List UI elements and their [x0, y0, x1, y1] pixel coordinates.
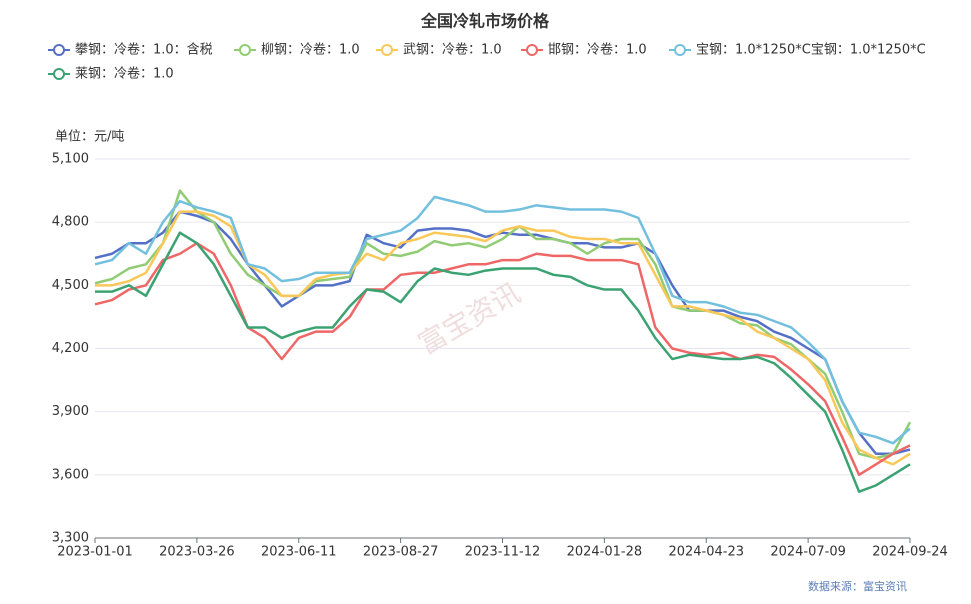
legend-icon [526, 44, 538, 56]
y-tick-label: 3,900 [52, 404, 89, 419]
x-tick-label: 2023-06-11 [261, 545, 337, 560]
y-tick-label: 5,100 [52, 152, 89, 167]
x-tick-label: 2024-04-23 [668, 545, 744, 560]
source: 数据来源：富宝资讯 [808, 579, 907, 593]
chart-title: 全国冷轧市场价格 [420, 12, 550, 31]
y-tick-label: 3,600 [52, 467, 89, 482]
x-tick-label: 2023-08-27 [363, 545, 439, 560]
y-tick-label: 4,200 [52, 341, 89, 356]
y-tick-label: 4,500 [52, 278, 89, 293]
legend-label: 柳钢：冷卷：1.0 [261, 42, 360, 58]
series-line [94, 241, 911, 477]
legend-label: 宝钢：1.0*1250*C宝钢：1.0*1250*C [696, 43, 926, 58]
legend-icon [239, 44, 251, 56]
legend-label: 莱钢：冷卷：1.0 [75, 66, 174, 82]
legend-icon [53, 44, 65, 56]
legend-icon [381, 44, 393, 56]
legend-icon [674, 44, 686, 56]
legend-label: 攀钢：冷卷：1.0：含税 [75, 42, 213, 58]
y-tick-label: 3,300 [52, 531, 89, 546]
series-line [94, 195, 911, 445]
y-axis-label: 单位：元/吨 [55, 130, 124, 145]
x-tick-label: 2023-03-26 [159, 545, 235, 560]
x-tick-label: 2024-07-09 [770, 545, 846, 560]
x-tick-label: 2023-11-12 [465, 545, 541, 560]
series-line [94, 210, 911, 456]
series-line [95, 231, 911, 493]
x-tick-label: 2024-01-28 [567, 545, 643, 560]
legend-icon [53, 68, 65, 80]
legend-label: 邯钢：冷卷：1.0 [548, 42, 647, 58]
series-line [95, 210, 911, 466]
x-tick-label: 2024-09-24 [872, 545, 948, 560]
y-tick-label: 4,800 [52, 215, 89, 230]
x-tick-label: 2023-01-01 [57, 545, 133, 560]
legend-label: 武钢：冷卷：1.0 [403, 42, 502, 58]
